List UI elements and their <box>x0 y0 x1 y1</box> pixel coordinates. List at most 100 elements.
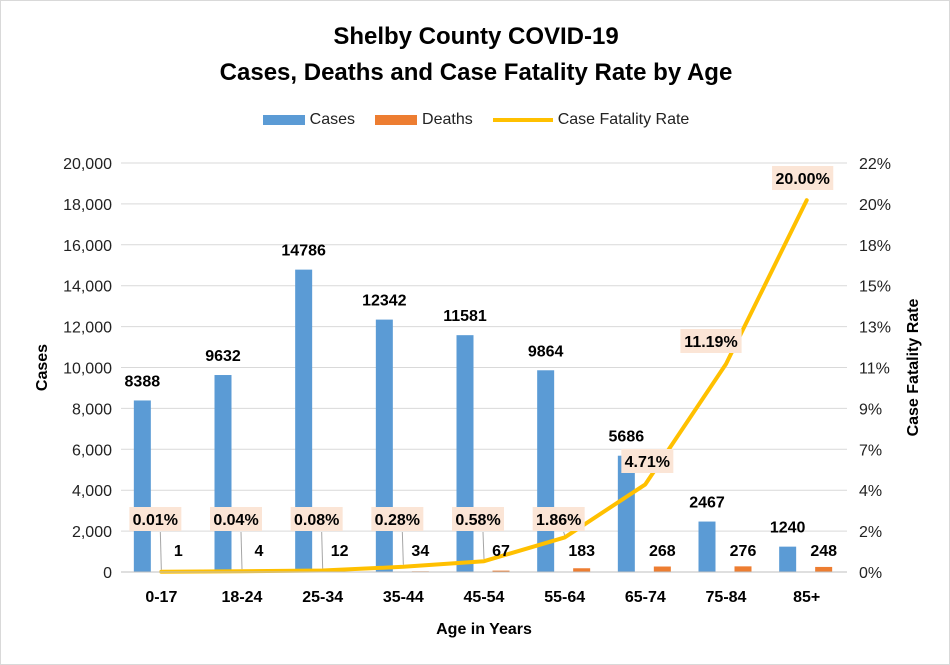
y2-tick-label: 15% <box>859 279 891 296</box>
y2-tick-label: 20% <box>859 197 891 214</box>
y2-tick-label: 4% <box>859 483 882 500</box>
y2-tick-label: 11% <box>859 361 890 378</box>
data-label-cfr: 0.08% <box>294 512 339 529</box>
leader-line <box>482 531 485 560</box>
legend-label-cfr: Case Fatality Rate <box>557 111 690 128</box>
data-label-deaths: 4 <box>255 543 264 560</box>
cfr-label-bg <box>680 329 742 353</box>
cfr-label-bg <box>371 507 424 531</box>
data-label-cfr: 20.00% <box>776 171 830 188</box>
data-label-deaths: 248 <box>810 543 837 560</box>
y-tick-label: 14,000 <box>63 279 112 296</box>
x-tick-label: 65-74 <box>625 589 666 606</box>
legend-label-cases: Cases <box>309 111 356 128</box>
y-tick-label: 8,000 <box>72 401 112 418</box>
y-tick-label: 18,000 <box>63 197 112 214</box>
chart-legend: Cases Deaths Case Fatality Rate <box>1 111 950 129</box>
y-tick-label: 16,000 <box>63 238 112 255</box>
cfr-label-bg <box>290 507 343 531</box>
data-label-cases: 2467 <box>689 495 725 512</box>
legend-item-cfr: Case Fatality Rate <box>492 111 690 129</box>
data-label-deaths: 183 <box>568 543 595 560</box>
bar-cases <box>295 269 313 572</box>
data-label-cases: 11581 <box>443 308 487 325</box>
data-label-cfr: 0.01% <box>133 512 178 529</box>
data-label-deaths: 12 <box>331 543 349 560</box>
data-label-cases: 8388 <box>125 373 161 390</box>
y-axis-title: Cases <box>34 344 51 391</box>
y2-tick-label: 18% <box>859 238 891 255</box>
data-label-cases: 9632 <box>205 348 241 365</box>
leader-line <box>240 531 243 570</box>
bar-deaths <box>653 566 671 572</box>
x-tick-label: 0-17 <box>145 589 177 606</box>
legend-item-cases: Cases <box>262 111 356 129</box>
x-tick-label: 85+ <box>793 589 820 606</box>
x-tick-label: 55-64 <box>544 589 585 606</box>
bar-cases <box>617 455 635 572</box>
cfr-label-bg <box>772 166 834 190</box>
y2-tick-label: 22% <box>859 156 891 173</box>
leader-line <box>563 531 566 536</box>
data-label-cfr: 0.28% <box>375 512 420 529</box>
leader-line <box>159 531 162 570</box>
leader-line <box>321 531 324 569</box>
y-tick-label: 0 <box>103 565 112 582</box>
y2-tick-label: 9% <box>859 401 882 418</box>
data-label-deaths: 268 <box>649 543 676 560</box>
bar-deaths <box>573 568 591 572</box>
y2-tick-label: 2% <box>859 524 882 541</box>
data-label-cfr: 4.71% <box>625 454 670 471</box>
data-label-cfr: 0.04% <box>213 512 258 529</box>
data-labels: 8388 1 9632 4 14786 12 12342 34 11581 67 9864 183 56… <box>125 166 837 560</box>
legend-label-deaths: Deaths <box>422 111 473 128</box>
bar-cases <box>698 521 716 572</box>
y2-tick-label: 13% <box>859 320 891 337</box>
x-axis-title: Age in Years <box>436 621 532 638</box>
data-label-cases: 9864 <box>528 343 564 360</box>
y-tick-label: 2,000 <box>72 524 112 541</box>
bar-deaths <box>734 566 752 572</box>
data-label-cfr: 1.86% <box>536 512 581 529</box>
data-label-cfr: 0.58% <box>455 512 500 529</box>
leader-lines <box>159 531 566 570</box>
y-tick-label: 10,000 <box>63 361 112 378</box>
x-tick-label: 75-84 <box>706 589 747 606</box>
y-tick-label: 12,000 <box>63 320 112 337</box>
legend-item-deaths: Deaths <box>375 111 473 129</box>
x-tick-label: 45-54 <box>464 589 505 606</box>
cfr-line <box>159 198 809 574</box>
legend-swatch-cfr <box>492 118 553 122</box>
y-tick-label: 20,000 <box>63 156 112 173</box>
y-tick-label: 4,000 <box>72 483 112 500</box>
data-label-cases: 14786 <box>281 243 326 260</box>
data-label-deaths: 1 <box>174 543 183 560</box>
data-label-cases: 1240 <box>770 520 806 537</box>
data-label-deaths: 67 <box>492 543 510 560</box>
y2-axis-title: Case Fatality Rate <box>905 298 922 436</box>
x-tick-label: 35-44 <box>383 589 424 606</box>
bar-deaths <box>815 566 833 572</box>
x-tick-label: 25-34 <box>302 589 343 606</box>
data-label-deaths: 34 <box>411 543 429 560</box>
bar-deaths <box>492 570 510 572</box>
cfr-label-bg <box>210 507 262 531</box>
cfr-label-bg <box>129 507 182 531</box>
cfr-label-bg <box>452 507 504 531</box>
y2-tick-label: 0% <box>859 565 882 582</box>
bar-cases <box>214 375 232 572</box>
data-label-cases: 12342 <box>362 293 407 310</box>
leader-line <box>401 531 404 565</box>
bar-cases <box>779 546 797 572</box>
y2-tick-label: 7% <box>859 442 882 459</box>
legend-swatch-deaths <box>375 115 418 125</box>
bar-cases <box>456 335 474 572</box>
cfr-label-bg <box>532 507 585 531</box>
data-label-cases: 5686 <box>609 429 645 446</box>
x-tick-label: 18-24 <box>222 589 263 606</box>
y-tick-label: 6,000 <box>72 442 112 459</box>
axes: 0 0% 2,000 2% 4,000 4% 6,000 7% 8,000 9% 10,000 11%… <box>34 156 922 638</box>
data-label-deaths: 276 <box>730 543 757 560</box>
